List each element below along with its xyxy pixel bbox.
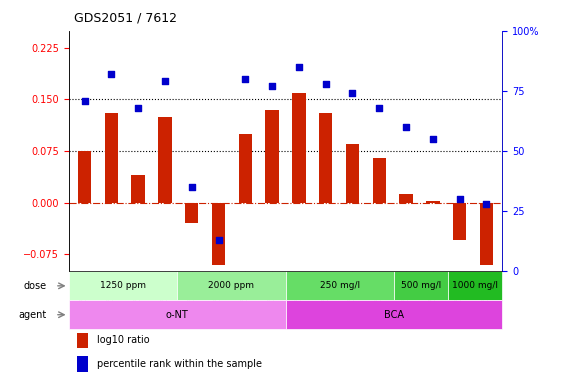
Text: 1000 mg/l: 1000 mg/l <box>452 281 498 290</box>
Bar <box>78 151 91 203</box>
Bar <box>212 203 225 265</box>
Point <box>241 76 250 82</box>
Bar <box>266 110 279 203</box>
Bar <box>346 144 359 203</box>
Bar <box>77 356 88 372</box>
Text: agent: agent <box>19 310 47 320</box>
Point <box>455 196 464 202</box>
Point <box>160 78 170 84</box>
Text: 2000 ppm: 2000 ppm <box>208 281 254 290</box>
Bar <box>292 93 305 203</box>
Point <box>375 105 384 111</box>
Point <box>401 124 411 130</box>
Text: BCA: BCA <box>384 310 404 320</box>
Bar <box>399 194 413 203</box>
Text: 250 mg/l: 250 mg/l <box>320 281 360 290</box>
Bar <box>453 203 467 240</box>
Text: 1250 ppm: 1250 ppm <box>100 281 146 290</box>
Bar <box>158 117 172 203</box>
Text: log10 ratio: log10 ratio <box>96 335 150 345</box>
Point <box>348 90 357 96</box>
Point <box>107 71 116 77</box>
Point <box>294 64 303 70</box>
Bar <box>286 300 502 329</box>
Bar <box>480 203 493 265</box>
Point <box>482 201 491 207</box>
Bar <box>426 200 440 203</box>
Bar <box>319 113 332 203</box>
Bar <box>185 203 199 223</box>
Text: o-NT: o-NT <box>166 310 188 320</box>
Point <box>428 136 437 142</box>
Point <box>80 98 89 104</box>
Bar <box>77 333 88 348</box>
Bar <box>394 271 448 300</box>
Bar <box>239 134 252 203</box>
Bar <box>131 175 145 203</box>
Bar <box>69 271 177 300</box>
Text: percentile rank within the sample: percentile rank within the sample <box>96 359 262 369</box>
Bar <box>104 113 118 203</box>
Point <box>321 81 330 87</box>
Bar <box>69 300 286 329</box>
Bar <box>448 271 502 300</box>
Point <box>268 83 277 89</box>
Point <box>187 184 196 190</box>
Bar <box>177 271 286 300</box>
Text: GDS2051 / 7612: GDS2051 / 7612 <box>74 12 177 25</box>
Point <box>214 237 223 243</box>
Text: dose: dose <box>24 281 47 291</box>
Bar <box>286 271 394 300</box>
Point <box>134 105 143 111</box>
Bar <box>372 158 386 203</box>
Text: 500 mg/l: 500 mg/l <box>401 281 441 290</box>
